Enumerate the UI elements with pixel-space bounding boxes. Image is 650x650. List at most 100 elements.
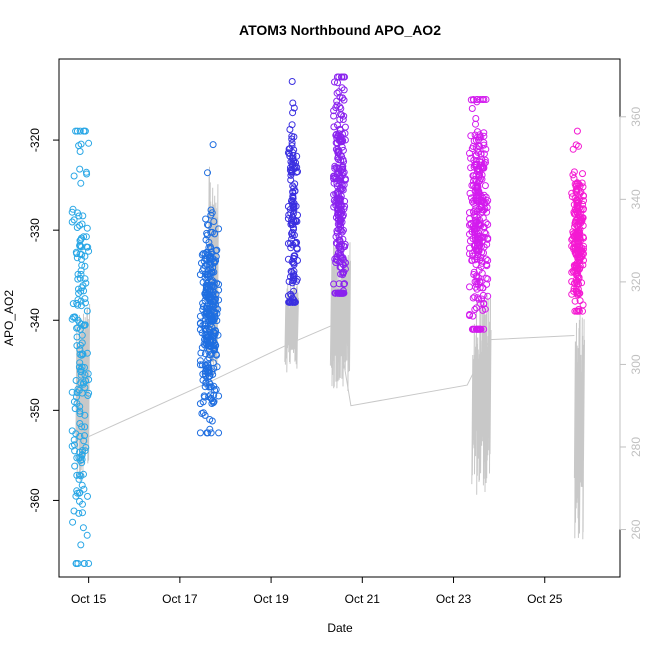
- data-point: [81, 364, 88, 371]
- data-point: [469, 172, 477, 180]
- data-point: [208, 368, 216, 376]
- y-tick-label: -360: [28, 488, 42, 512]
- data-point: [580, 256, 587, 264]
- data-point: [471, 306, 479, 313]
- data-point: [208, 400, 216, 407]
- data-point: [334, 289, 342, 297]
- data-point: [330, 280, 338, 288]
- data-point: [289, 109, 297, 117]
- data-point: [73, 342, 81, 350]
- data-point: [201, 262, 209, 270]
- data-point: [480, 325, 488, 333]
- data-point: [204, 364, 212, 372]
- data-point: [209, 399, 217, 407]
- data-point: [288, 142, 296, 150]
- data-point: [336, 177, 344, 185]
- point-cluster-5: [568, 127, 587, 315]
- data-point: [82, 299, 89, 307]
- data-point: [207, 429, 215, 437]
- data-point: [571, 307, 579, 315]
- data-point: [473, 274, 481, 282]
- data-point: [292, 202, 300, 210]
- data-point: [473, 280, 481, 288]
- data-point: [68, 315, 76, 323]
- data-point: [82, 233, 90, 241]
- data-point: [84, 243, 92, 251]
- y-axis-label: APO_AO2: [2, 290, 16, 346]
- data-point: [472, 120, 479, 128]
- data-point: [83, 224, 91, 232]
- data-point: [75, 142, 83, 150]
- data-point: [74, 209, 81, 217]
- data-point: [335, 233, 343, 241]
- data-point: [580, 197, 587, 205]
- data-point: [474, 133, 481, 141]
- x-axis-label: Date: [327, 621, 353, 635]
- data-point: [575, 180, 583, 188]
- data-point: [208, 268, 216, 276]
- data-point: [76, 165, 84, 173]
- data-point: [292, 238, 300, 246]
- data-point: [207, 330, 215, 338]
- data-point: [474, 294, 482, 302]
- data-point: [70, 216, 78, 224]
- data-point: [210, 288, 218, 296]
- data-point: [480, 139, 488, 147]
- point-cluster-0: [68, 127, 93, 567]
- data-point: [288, 196, 296, 204]
- data-point: [334, 153, 342, 161]
- data-point: [68, 218, 76, 226]
- data-point: [82, 168, 90, 176]
- spike-trace-2: [284, 273, 299, 373]
- data-point: [294, 211, 301, 219]
- data-point: [335, 164, 343, 172]
- data-point: [200, 392, 208, 400]
- data-point: [203, 231, 211, 239]
- data-point: [291, 164, 299, 172]
- data-point: [289, 149, 297, 157]
- data-point: [334, 145, 342, 153]
- data-point: [336, 246, 344, 253]
- data-point: [70, 436, 78, 444]
- data-point: [287, 273, 294, 281]
- y2-tick-label: 340: [629, 189, 643, 209]
- data-point: [77, 541, 85, 549]
- data-point: [468, 194, 475, 202]
- data-point: [202, 286, 210, 294]
- data-point: [209, 316, 217, 323]
- data-point: [73, 389, 81, 397]
- data-point: [330, 112, 338, 120]
- data-point: [481, 199, 489, 207]
- data-point: [332, 201, 340, 209]
- data-point: [339, 271, 347, 279]
- data-point: [75, 509, 83, 517]
- data-point: [472, 245, 479, 253]
- data-point: [208, 209, 216, 217]
- data-point: [334, 189, 342, 197]
- data-point: [77, 270, 85, 278]
- data-point: [75, 475, 83, 483]
- data-point: [575, 207, 583, 215]
- data-point: [206, 315, 214, 323]
- chart-title: ATOM3 Northbound APO_AO2: [239, 22, 441, 38]
- data-point: [340, 205, 348, 213]
- data-point: [479, 214, 487, 222]
- data-point: [76, 497, 83, 505]
- data-point: [579, 301, 587, 309]
- data-point: [215, 392, 223, 400]
- data-point: [293, 245, 301, 253]
- data-point: [202, 215, 210, 223]
- data-point: [466, 149, 473, 157]
- data-point: [69, 205, 77, 213]
- y2-tick-label: 360: [629, 106, 643, 126]
- data-point: [79, 350, 87, 358]
- data-point: [481, 305, 489, 313]
- data-point: [480, 206, 488, 214]
- x-tick-label: Oct 17: [162, 592, 198, 606]
- data-point: [74, 385, 82, 393]
- data-point: [291, 180, 299, 188]
- data-point: [290, 184, 298, 192]
- data-point: [215, 225, 223, 233]
- data-point: [466, 250, 473, 258]
- data-point: [74, 324, 82, 332]
